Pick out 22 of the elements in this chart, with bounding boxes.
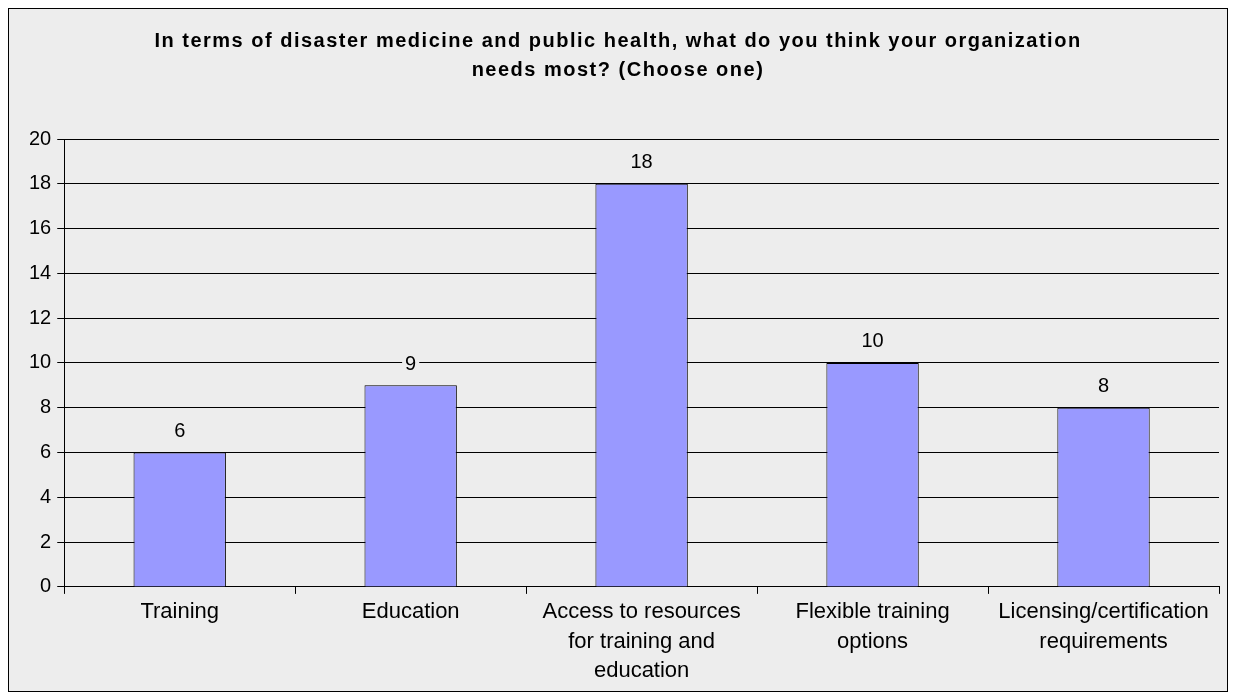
data-label: 6 xyxy=(174,419,186,442)
x-tick-label: Education xyxy=(361,598,460,624)
y-tick-label: 20 xyxy=(29,126,52,149)
y-tick-label: 6 xyxy=(40,440,52,463)
x-tick-label: Access to resources for training and education xyxy=(542,598,741,682)
y-tick-label: 2 xyxy=(40,529,52,552)
data-label: 18 xyxy=(630,150,653,173)
y-tick-label: 16 xyxy=(29,216,52,239)
y-tick-label: 18 xyxy=(29,171,52,194)
y-tick-label: 4 xyxy=(40,484,52,507)
y-tick-label: 8 xyxy=(40,395,52,418)
y-tick-label: 14 xyxy=(29,260,52,283)
data-label: 9 xyxy=(405,351,417,374)
y-tick-label: 0 xyxy=(40,574,52,597)
x-tick-label: Training xyxy=(140,598,220,624)
y-tick-label: 10 xyxy=(29,350,52,373)
x-tick-label: Flexible training options xyxy=(795,598,950,653)
y-tick-label: 12 xyxy=(29,305,52,328)
chart-title: In terms of disaster medicine and public health, what do you think your organization needs most? (Choose one) xyxy=(153,28,1083,82)
data-label: 8 xyxy=(1097,374,1110,397)
x-tick-label: Licensing/certification requirements xyxy=(998,598,1209,653)
data-label: 10 xyxy=(861,329,884,352)
